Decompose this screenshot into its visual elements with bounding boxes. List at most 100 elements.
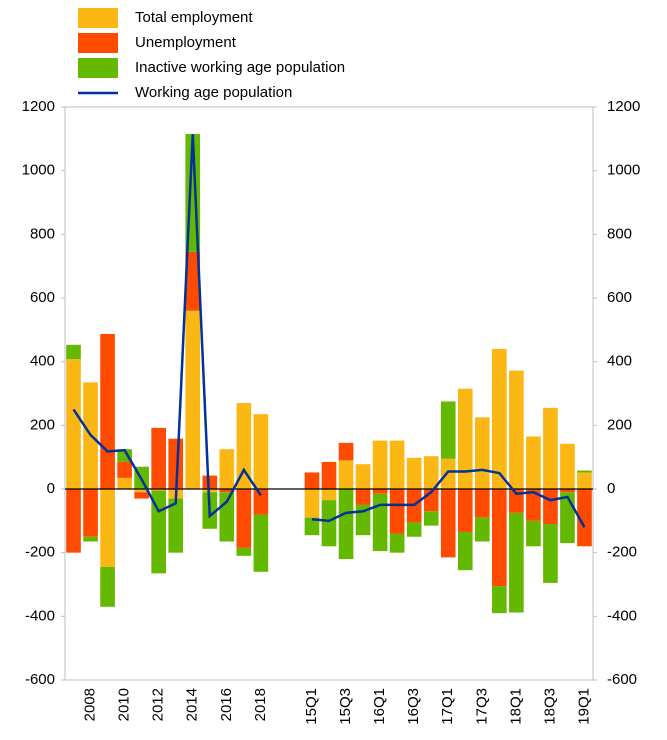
bar: [406, 457, 422, 489]
bar: [543, 524, 558, 583]
y2-tick-label: 400: [607, 353, 632, 370]
bar: [509, 489, 524, 513]
bar: [457, 531, 473, 571]
x-tick-label: 16Q3: [405, 688, 422, 725]
y-tick-label: 600: [30, 289, 55, 306]
bar: [321, 489, 337, 501]
bar: [185, 251, 201, 311]
bar: [509, 370, 524, 489]
bar: [253, 489, 269, 515]
bar: [253, 414, 269, 489]
x-tick-label: 2018: [252, 688, 269, 721]
bar: [134, 489, 149, 493]
y2-tick-label: 800: [607, 225, 632, 242]
bar: [100, 489, 115, 567]
bar: [66, 359, 81, 489]
bar: [236, 489, 252, 548]
bar: [474, 417, 490, 489]
bar: [168, 438, 184, 489]
bar: [474, 517, 490, 542]
y2-tick-label: 200: [607, 416, 632, 433]
bar: [185, 310, 201, 489]
x-tick-label: 15Q1: [303, 688, 320, 725]
bar: [372, 440, 388, 489]
bar: [202, 475, 218, 489]
bar: [83, 489, 98, 537]
y-tick-label: 400: [30, 353, 55, 370]
bar: [338, 489, 354, 560]
bar: [440, 489, 456, 558]
x-tick-label: 2014: [184, 688, 201, 721]
y2-tick-label: -400: [607, 607, 637, 624]
bar: [372, 493, 388, 552]
bar: [577, 470, 592, 473]
y2-tick-label: 0: [607, 480, 615, 497]
plot-frame: [64, 106, 594, 681]
bar: [83, 536, 98, 542]
y-tick-label: -200: [25, 544, 55, 561]
legend-label: Inactive working age population: [135, 59, 345, 76]
y2-tick-label: 600: [607, 289, 632, 306]
bar: [219, 449, 235, 489]
bar: [526, 520, 541, 547]
bar: [151, 427, 167, 489]
bar: [577, 489, 592, 547]
y-tick-label: 1200: [22, 98, 55, 115]
bar: [389, 440, 405, 489]
bar: [117, 477, 132, 489]
bar: [491, 348, 507, 489]
bar: [66, 344, 81, 360]
bar: [577, 472, 592, 489]
bar: [151, 489, 167, 491]
x-tick-label: 15Q3: [337, 688, 354, 725]
bar: [560, 492, 575, 544]
bar: [457, 489, 473, 532]
bar: [219, 489, 235, 493]
bar: [526, 436, 541, 489]
x-tick-label: 2008: [82, 688, 99, 721]
y2-tick-label: -600: [607, 671, 637, 688]
bar: [526, 489, 541, 521]
bar: [440, 458, 456, 489]
legend-swatch: [78, 58, 118, 78]
bar: [491, 489, 507, 587]
bar: [151, 490, 167, 574]
bar: [543, 489, 558, 525]
y2-tick-label: -200: [607, 544, 637, 561]
y-tick-label: 1000: [22, 162, 55, 179]
x-tick-label: 2016: [218, 688, 235, 721]
y-tick-label: -400: [25, 607, 55, 624]
x-tick-label: 17Q1: [439, 688, 456, 725]
y-tick-label: 800: [30, 225, 55, 242]
bar: [100, 566, 115, 607]
bar: [474, 489, 490, 518]
bar: [304, 472, 320, 489]
bar: [338, 460, 354, 489]
x-tick-label: 19Q1: [575, 688, 592, 725]
bar: [440, 401, 456, 459]
bar: [168, 498, 184, 553]
x-tick-label: 2012: [150, 688, 167, 721]
bar: [406, 522, 422, 537]
y2-tick-label: 1000: [607, 162, 640, 179]
bar: [560, 443, 575, 489]
x-tick-label: 16Q1: [371, 688, 388, 725]
legend-swatch: [78, 33, 118, 53]
y2-tick-label: 1200: [607, 98, 640, 115]
x-tick-label: 17Q3: [473, 688, 490, 725]
bar: [457, 388, 473, 489]
bar: [509, 512, 524, 613]
bar: [66, 489, 81, 553]
x-tick-label: 18Q3: [541, 688, 558, 725]
bar: [100, 333, 115, 489]
x-tick-label: 18Q1: [507, 688, 524, 725]
bar: [236, 547, 252, 556]
bar: [355, 489, 371, 505]
legend-label: Working age population: [135, 84, 292, 101]
bar: [560, 489, 575, 493]
y-tick-label: 200: [30, 416, 55, 433]
bar: [543, 407, 558, 489]
bar: [423, 456, 439, 489]
bar: [117, 461, 132, 478]
